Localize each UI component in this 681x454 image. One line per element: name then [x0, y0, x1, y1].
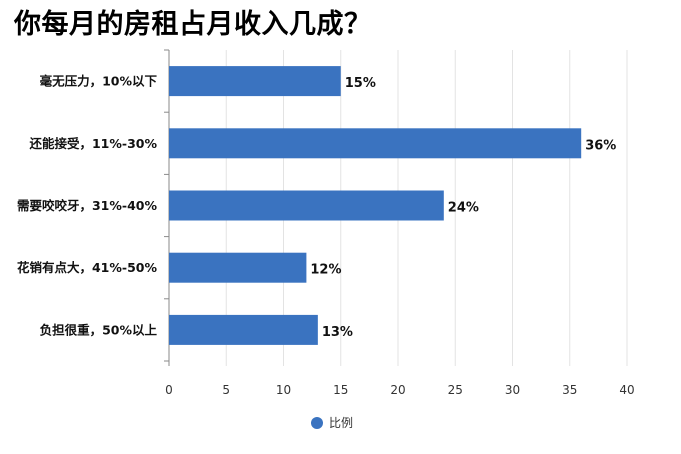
chart-title: 你每月的房租占月收入几成？ [14, 9, 372, 40]
x-tick-label: 25 [448, 383, 463, 397]
category-label: 还能接受，11%-30% [28, 136, 157, 151]
x-tick-label: 0 [165, 383, 173, 397]
value-label: 24% [448, 201, 479, 216]
value-label: 36% [585, 138, 616, 153]
bar [169, 252, 307, 283]
legend-label: 比例 [329, 416, 353, 430]
value-label: 15% [345, 76, 376, 91]
x-tick-label: 5 [222, 383, 230, 397]
x-tick-label: 20 [390, 383, 405, 397]
x-tick-label: 40 [619, 383, 634, 397]
category-label: 负担很重，50%以上 [40, 322, 158, 337]
bar [169, 128, 582, 159]
x-tick-label: 30 [505, 383, 520, 397]
category-label: 需要咬咬牙，31%-40% [17, 198, 158, 213]
x-tick-label: 10 [276, 383, 291, 397]
category-label: 花销有点大，41%-50% [17, 260, 158, 275]
value-label: 12% [310, 263, 341, 278]
category-label: 毫无压力，10%以下 [40, 74, 158, 89]
bar [169, 190, 444, 221]
x-tick-label: 35 [562, 383, 577, 397]
value-label: 13% [322, 325, 353, 340]
bar [169, 314, 318, 345]
bar [169, 66, 341, 97]
legend-marker [311, 417, 323, 429]
x-tick-label: 15 [333, 383, 348, 397]
